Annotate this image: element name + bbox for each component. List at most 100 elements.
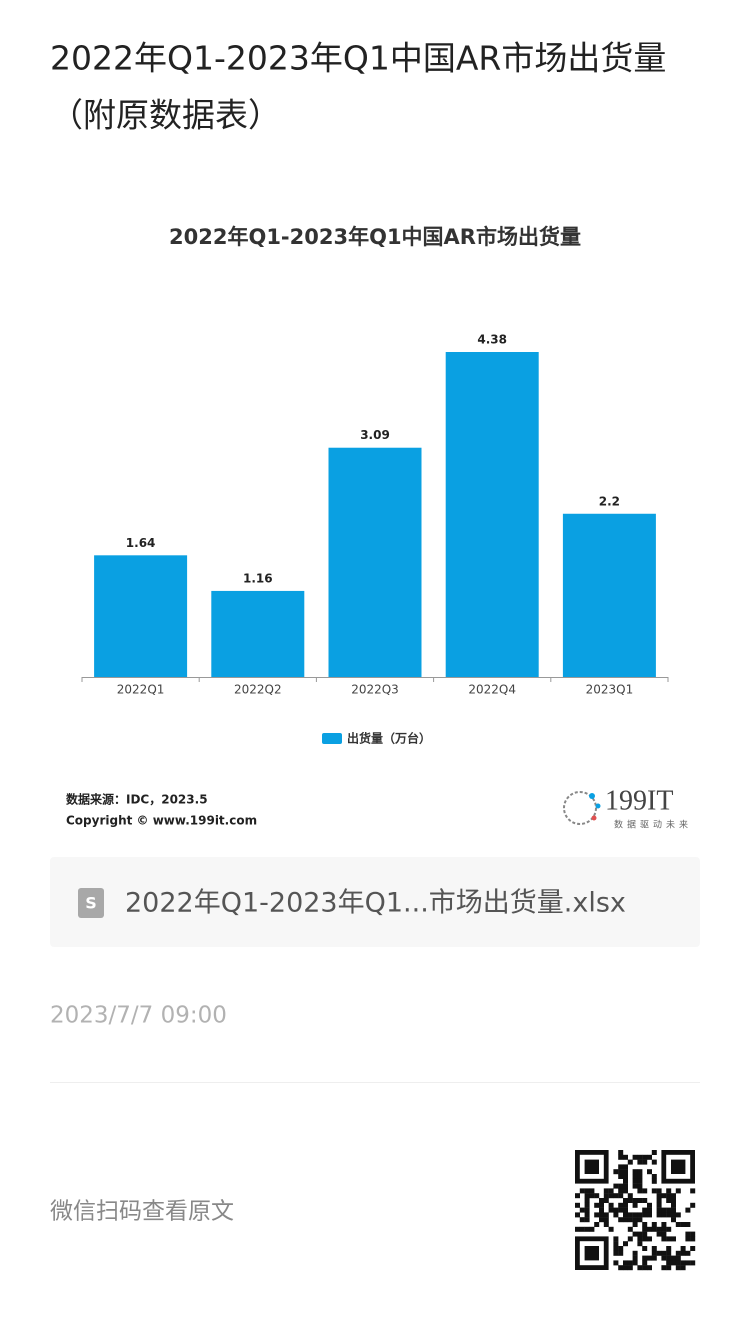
- qr-module: [618, 1217, 624, 1223]
- qr-module: [642, 1159, 648, 1165]
- qr-module: [647, 1202, 652, 1208]
- qr-module: [661, 1212, 667, 1218]
- qr-module: [632, 1154, 638, 1160]
- qr-module: [661, 1231, 667, 1237]
- qr-module: [632, 1217, 638, 1223]
- copyright: Copyright © www.199it.com: [66, 814, 257, 828]
- qr-module: [637, 1265, 643, 1271]
- qr-module: [618, 1202, 624, 1208]
- qr-module: [608, 1193, 614, 1199]
- qr-module: [671, 1255, 676, 1261]
- qr-module: [637, 1154, 643, 1160]
- qr-module: [623, 1265, 628, 1271]
- qr-module: [671, 1260, 676, 1266]
- qr-module: [642, 1231, 648, 1237]
- qr-module: [579, 1226, 585, 1232]
- qr-module: [651, 1246, 657, 1251]
- qr-module: [632, 1250, 638, 1256]
- qr-module: [632, 1260, 638, 1266]
- logo-ring: [563, 791, 597, 825]
- qr-module: [651, 1255, 657, 1261]
- qr-module: [642, 1226, 648, 1232]
- qr-module: [632, 1183, 638, 1189]
- qr-module: [656, 1212, 662, 1218]
- qr-finder: [575, 1150, 609, 1184]
- qr-module: [613, 1207, 619, 1213]
- attachment-card[interactable]: [50, 857, 700, 947]
- qr-module: [637, 1188, 643, 1194]
- qr-module: [647, 1265, 652, 1271]
- x-tick-label: 2022Q3: [351, 683, 399, 697]
- qr-module: [685, 1231, 691, 1237]
- qr-module: [584, 1212, 590, 1218]
- qr-module: [613, 1212, 619, 1218]
- qr-module: [603, 1193, 609, 1199]
- qr-module: [627, 1260, 633, 1266]
- qr-module: [651, 1188, 657, 1194]
- logo-dot: [595, 803, 601, 809]
- qr-module: [623, 1212, 628, 1218]
- qr-module: [680, 1222, 686, 1227]
- qr-finder: [584, 1246, 599, 1261]
- qr-module: [613, 1250, 619, 1256]
- qr-module: [647, 1255, 652, 1261]
- qr-module: [623, 1217, 628, 1223]
- qr-module: [618, 1207, 624, 1213]
- qr-module: [599, 1198, 604, 1203]
- qr-module: [671, 1207, 676, 1213]
- qr-module: [675, 1188, 681, 1194]
- qr-module: [637, 1159, 643, 1165]
- qr-module: [632, 1202, 638, 1208]
- qr-module: [661, 1255, 667, 1261]
- qr-module: [647, 1207, 652, 1213]
- qr-finder: [575, 1236, 609, 1271]
- qr-module: [584, 1188, 590, 1194]
- qr-module: [608, 1202, 614, 1208]
- qr-module: [666, 1226, 672, 1232]
- qr-module: [584, 1217, 590, 1223]
- data-label: 1.16: [243, 571, 273, 585]
- qr-module: [651, 1150, 657, 1155]
- article-title: （附原数据表）: [50, 96, 281, 135]
- qr-module: [642, 1265, 648, 1271]
- qr-module: [608, 1188, 614, 1194]
- qr-module: [584, 1198, 590, 1203]
- qr-module: [623, 1241, 628, 1247]
- qr-module: [661, 1222, 667, 1227]
- file-icon-glyph: S: [85, 894, 97, 913]
- qr-module: [613, 1260, 619, 1266]
- qr-module: [637, 1217, 643, 1223]
- qr-module: [685, 1250, 691, 1256]
- qr-module: [599, 1202, 604, 1208]
- qr-module: [675, 1250, 681, 1256]
- qr-module: [647, 1154, 652, 1160]
- qr-module: [642, 1246, 648, 1251]
- qr-module: [599, 1212, 604, 1218]
- qr-module: [589, 1193, 595, 1199]
- qr-module: [666, 1198, 672, 1203]
- attachment-name[interactable]: 2022年Q1-2023年Q1...市场出货量.xlsx: [125, 888, 626, 919]
- logo-dot: [589, 793, 595, 799]
- qr-module: [680, 1265, 686, 1271]
- logo-icon: [563, 791, 601, 825]
- qr-module: [618, 1265, 624, 1271]
- qr-module: [618, 1154, 624, 1160]
- qr-module: [666, 1250, 672, 1256]
- source: 数据来源：IDC，2023.5: [66, 792, 208, 807]
- qr-module: [637, 1236, 643, 1242]
- qr-module: [623, 1154, 628, 1160]
- qr-module: [675, 1212, 681, 1218]
- qr-module: [613, 1241, 619, 1247]
- qr-module: [651, 1222, 657, 1227]
- chart-title: 2022年Q1-2023年Q1中国AR市场出货量: [169, 225, 581, 249]
- qr-module: [647, 1169, 652, 1175]
- qr-module: [671, 1217, 676, 1223]
- qr-module: [656, 1202, 662, 1208]
- qr-module: [594, 1193, 600, 1199]
- qr-caption: 微信扫码查看原文: [50, 1199, 234, 1225]
- qr-module: [594, 1212, 600, 1218]
- qr-module: [661, 1193, 667, 1199]
- qr-module: [675, 1260, 681, 1266]
- qr-module: [584, 1207, 590, 1213]
- qr-module: [651, 1250, 657, 1256]
